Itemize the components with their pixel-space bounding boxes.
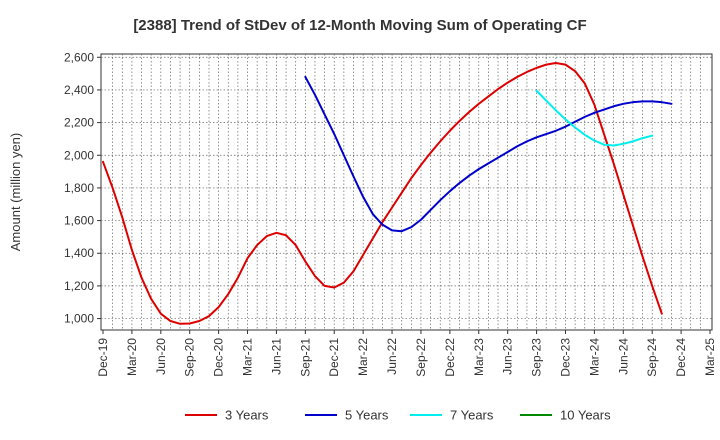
y-tick-label: 1,600 [64, 214, 94, 228]
y-tick-label: 1,000 [64, 312, 94, 326]
series-lines [102, 61, 673, 325]
x-tick-label: Jun-22 [385, 338, 399, 375]
legend-label: 5 Years [345, 408, 389, 423]
x-tick-label: Dec-22 [443, 338, 457, 377]
legend-label: 7 Years [450, 408, 494, 423]
x-tick-label: Jun-24 [616, 338, 630, 375]
x-tick-label: Mar-20 [125, 338, 139, 376]
y-tick-label: 1,200 [64, 279, 94, 293]
y-tick-label: 2,000 [64, 148, 94, 162]
y-tick-label: 2,200 [64, 116, 94, 130]
legend-label: 3 Years [225, 408, 269, 423]
x-tick-label: Dec-19 [96, 338, 110, 377]
x-tick-label: Mar-23 [472, 338, 486, 376]
x-tick-label: Sep-20 [183, 338, 197, 377]
x-axis: Dec-19 Mar-20 Jun-20 Sep-20 Dec-20 Mar-21 Jun-… [96, 330, 717, 377]
x-tick-label: Sep-21 [298, 338, 312, 377]
series-line-3-years [102, 61, 663, 325]
y-tick-label: 1,400 [64, 246, 94, 260]
x-tick-label: Sep-22 [414, 338, 428, 377]
y-tick-label: 2,400 [64, 83, 94, 97]
x-tick-label: Mar-25 [703, 338, 717, 376]
series-line-7-years [535, 89, 654, 147]
series-line-5-years [304, 75, 673, 233]
y-tick-label: 2,600 [64, 50, 94, 64]
legend-label: 10 Years [560, 408, 611, 423]
x-tick-label: Mar-21 [241, 338, 255, 376]
x-tick-label: Jun-21 [269, 338, 283, 375]
legend: 3 Years 5 Years 7 Years 10 Years [185, 408, 611, 423]
x-tick-label: Dec-21 [327, 338, 341, 377]
grid-lines [101, 54, 712, 330]
x-tick-label: Dec-24 [674, 338, 688, 377]
x-tick-label: Jun-20 [154, 338, 168, 375]
x-tick-label: Mar-24 [587, 338, 601, 376]
x-tick-label: Sep-23 [530, 338, 544, 377]
y-axis-label: Amount (million yen) [8, 133, 23, 252]
y-tick-label: 1,800 [64, 181, 94, 195]
chart-title: [2388] Trend of StDev of 12-Month Moving… [133, 17, 586, 34]
plot-area [100, 53, 713, 331]
x-tick-label: Dec-20 [212, 338, 226, 377]
x-tick-label: Jun-23 [501, 338, 515, 375]
x-tick-label: Sep-24 [645, 338, 659, 377]
x-tick-label: Mar-22 [356, 338, 370, 376]
x-tick-label: Dec-23 [558, 338, 572, 377]
y-axis: 1,000 1,200 1,400 1,600 1,800 2,000 2,200 2,400… [64, 50, 101, 326]
